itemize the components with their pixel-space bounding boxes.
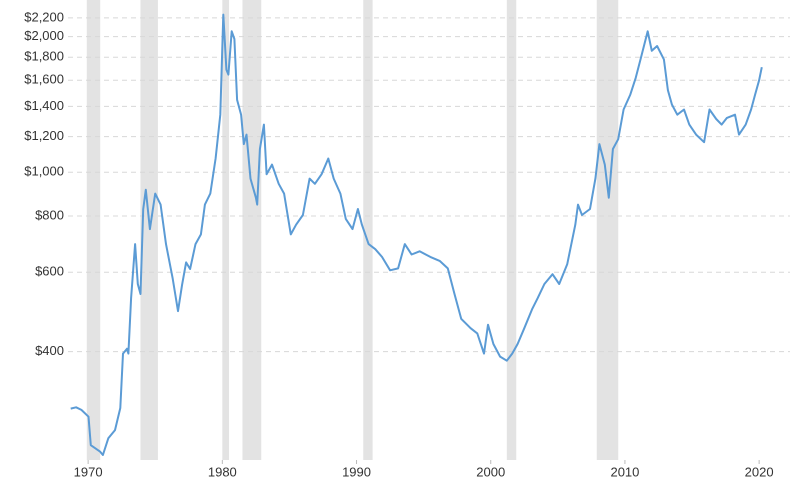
- y-tick-label: $1,400: [24, 98, 64, 113]
- recession-band: [596, 0, 619, 460]
- recession-band: [86, 0, 101, 460]
- y-tick-label: $1,200: [24, 128, 64, 143]
- x-tick-label: 2020: [745, 464, 774, 479]
- y-tick-label: $2,200: [24, 9, 64, 24]
- recession-band: [506, 0, 517, 460]
- x-tick-label: 1980: [208, 464, 237, 479]
- y-tick-label: $800: [35, 207, 64, 222]
- recession-band: [222, 0, 230, 460]
- y-tick-label: $400: [35, 343, 64, 358]
- y-tick-label: $1,600: [24, 72, 64, 87]
- x-tick-label: 1990: [342, 464, 371, 479]
- y-tick-label: $600: [35, 264, 64, 279]
- x-tick-label: 1970: [74, 464, 103, 479]
- y-tick-label: $1,000: [24, 164, 64, 179]
- recession-band: [363, 0, 373, 460]
- recession-band: [242, 0, 262, 460]
- y-tick-label: $1,800: [24, 49, 64, 64]
- price-line: [70, 13, 763, 456]
- x-tick-label: 2010: [610, 464, 639, 479]
- y-tick-label: $2,000: [24, 28, 64, 43]
- recession-band: [140, 0, 158, 460]
- x-tick-label: 2000: [476, 464, 505, 479]
